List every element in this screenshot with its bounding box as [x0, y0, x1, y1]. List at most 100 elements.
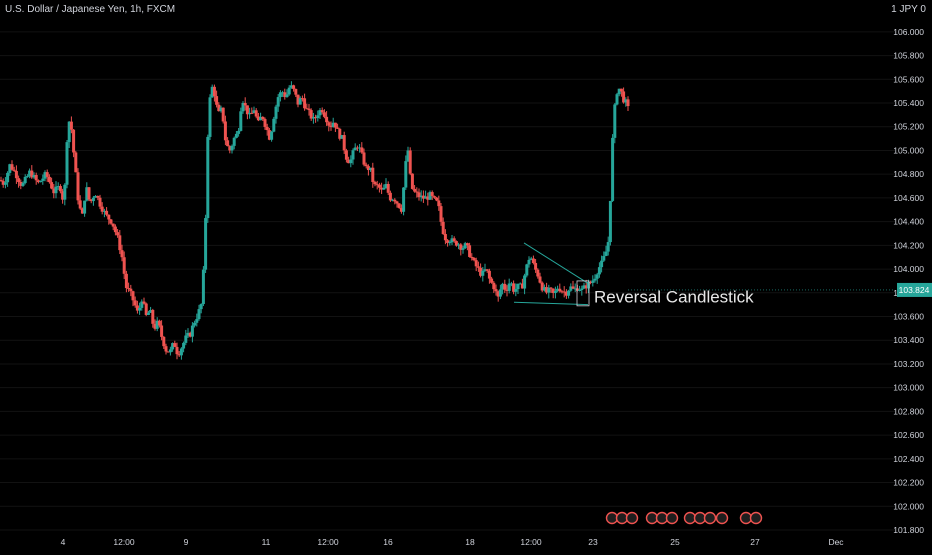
- candle-body: [56, 186, 60, 188]
- candle-body: [98, 197, 102, 207]
- candle-body: [358, 147, 362, 149]
- candle-body: [41, 178, 45, 181]
- candle-body: [424, 196, 428, 199]
- candle-body: [19, 182, 23, 186]
- candle-body: [371, 167, 375, 183]
- candle-body: [155, 320, 159, 329]
- candle-body: [322, 112, 326, 117]
- candle-body: [606, 242, 610, 252]
- candle-body: [129, 288, 133, 292]
- candle-body: [285, 94, 289, 98]
- candle-body: [589, 281, 593, 283]
- candle-body: [124, 273, 128, 289]
- candle-body: [531, 258, 535, 264]
- candle-body: [270, 131, 274, 140]
- candle-body: [369, 167, 373, 171]
- candle-body: [439, 206, 443, 222]
- candle-body: [58, 186, 62, 192]
- y-tick-label: 102.000: [893, 501, 924, 511]
- candle-body: [47, 176, 51, 183]
- candle-body: [190, 325, 194, 337]
- candle-body: [545, 287, 549, 293]
- candle-body: [133, 300, 137, 306]
- candle-body: [388, 192, 392, 201]
- candle-body: [109, 219, 113, 224]
- candle-body: [138, 307, 142, 311]
- x-tick-label: 9: [184, 537, 189, 547]
- candle-body: [514, 289, 518, 292]
- candle-body: [595, 274, 599, 279]
- candle-body: [243, 102, 247, 106]
- candle-body: [333, 122, 337, 128]
- candle-body: [127, 288, 131, 290]
- x-tick-label: 12:00: [113, 537, 135, 547]
- candle-body: [30, 170, 34, 178]
- candle-body: [465, 243, 469, 246]
- y-tick-label: 103.200: [893, 359, 924, 369]
- candle-body: [534, 263, 538, 270]
- x-tick-label: 12:00: [520, 537, 542, 547]
- candle-body: [23, 176, 27, 184]
- candle-body: [135, 305, 139, 311]
- candle-body: [45, 172, 49, 177]
- candle-body: [549, 287, 553, 289]
- candle-body: [311, 117, 315, 119]
- candle-body: [318, 110, 322, 116]
- candle-body: [177, 354, 181, 356]
- candle-body: [474, 260, 478, 267]
- candle-body: [560, 291, 564, 293]
- candle-body: [8, 164, 12, 173]
- candle-body: [96, 195, 100, 198]
- candle-body: [604, 251, 608, 256]
- event-marker-icon: [749, 511, 763, 525]
- candle-body: [283, 92, 287, 98]
- candle-body: [146, 312, 150, 315]
- candle-body: [210, 86, 214, 98]
- candle-body: [54, 186, 58, 194]
- candle-body: [179, 348, 183, 356]
- candle-body: [182, 342, 186, 349]
- candle-body: [492, 282, 496, 290]
- candle-body: [28, 170, 32, 177]
- event-marker-icon: [665, 511, 679, 525]
- candle-body: [320, 110, 324, 113]
- event-marker-icon: [703, 511, 717, 525]
- candle-body: [518, 283, 522, 285]
- candle-body: [25, 176, 29, 178]
- candle-body: [377, 184, 381, 188]
- candle-body: [296, 94, 300, 105]
- candle-body: [391, 199, 395, 201]
- candle-body: [397, 203, 401, 208]
- x-tick-label: 12:00: [317, 537, 339, 547]
- candle-body: [347, 159, 351, 164]
- candle-body: [410, 173, 414, 189]
- candle-body: [274, 106, 278, 119]
- y-tick-label: 105.200: [893, 122, 924, 132]
- y-tick-label: 103.000: [893, 383, 924, 393]
- candle-body: [435, 197, 439, 201]
- candle-body: [72, 129, 76, 153]
- candle-body: [239, 111, 243, 131]
- candle-body: [157, 320, 161, 326]
- candle-body: [100, 206, 104, 212]
- candle-body: [540, 282, 544, 291]
- candle-body: [503, 283, 507, 290]
- candle-body: [120, 250, 124, 258]
- candle-body: [404, 161, 408, 188]
- candle-body: [584, 285, 588, 289]
- candle-body: [443, 233, 447, 241]
- candle-body: [527, 259, 531, 265]
- candle-body: [353, 147, 357, 151]
- candle-body: [349, 159, 353, 164]
- candle-body: [78, 200, 82, 209]
- candle-body: [452, 238, 456, 242]
- candle-body: [67, 121, 71, 143]
- candle-body: [547, 287, 551, 293]
- candle-body: [215, 96, 219, 105]
- candle-body: [300, 98, 304, 100]
- candle-body: [485, 269, 489, 271]
- candle-body: [402, 187, 406, 212]
- candle-body: [461, 248, 465, 250]
